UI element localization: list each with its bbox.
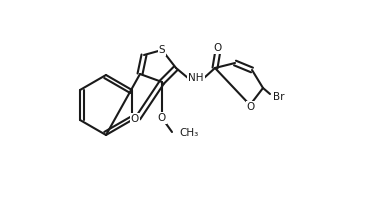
Text: O: O [214,43,222,53]
Text: Br: Br [273,92,285,102]
Text: O: O [131,114,139,124]
Text: NH: NH [188,73,204,83]
Text: O: O [158,113,166,123]
Text: S: S [159,45,165,55]
Text: CH₃: CH₃ [179,128,198,138]
Text: O: O [247,102,255,112]
